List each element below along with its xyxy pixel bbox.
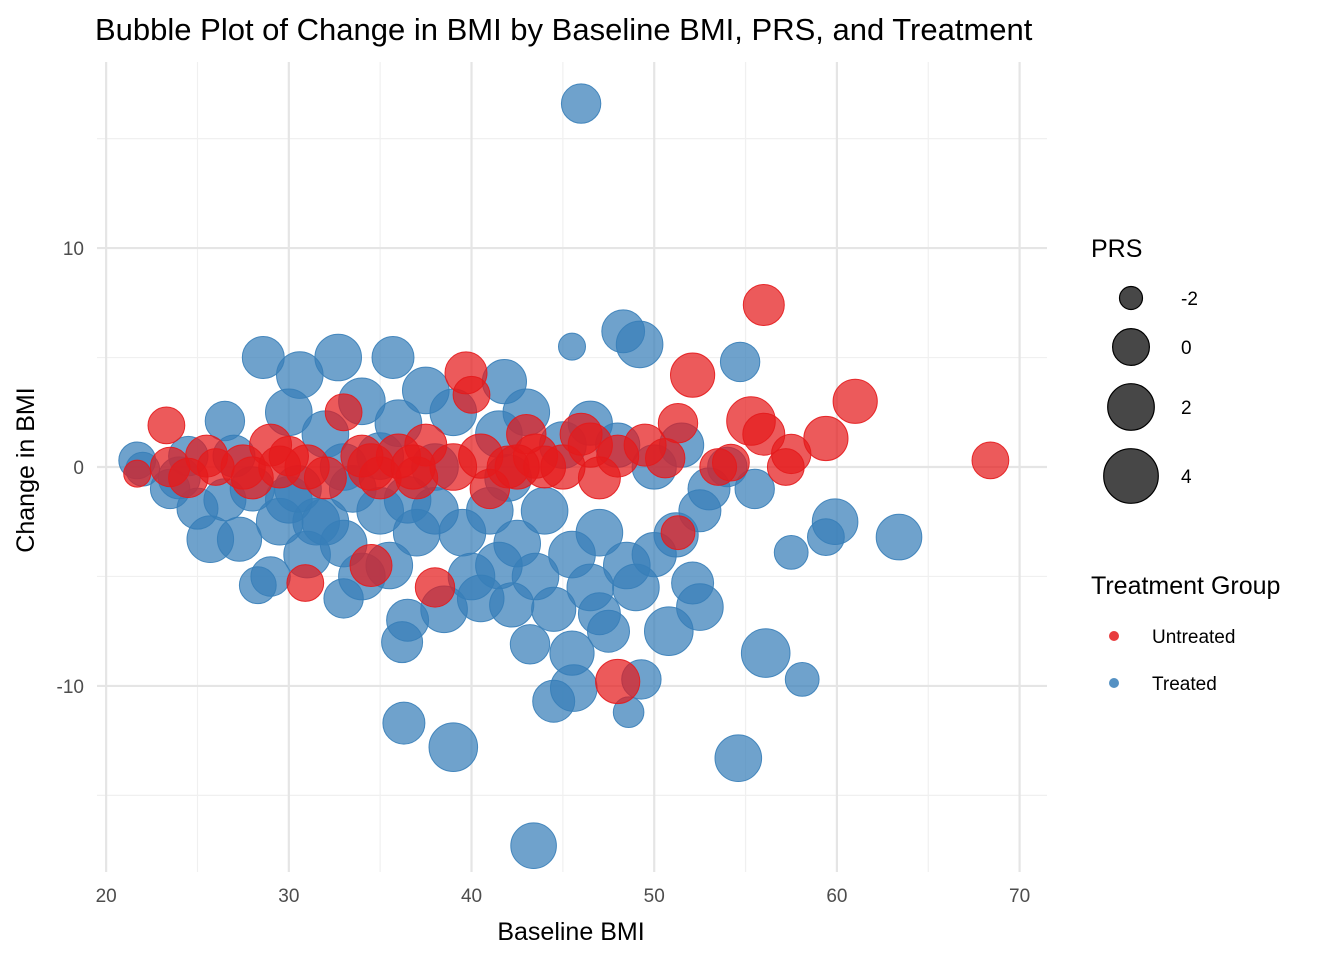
bubble-point [286, 564, 325, 602]
bubble-point [971, 441, 1010, 480]
bubble-point [390, 444, 436, 490]
bubble-point [559, 412, 603, 456]
bubble-point [204, 400, 246, 442]
bubble-point [168, 457, 209, 499]
y-tick-label: 0 [73, 458, 84, 479]
bubble-point [386, 598, 430, 642]
bubble-point [428, 722, 479, 773]
bubble-point [660, 515, 696, 551]
size-legend-key [1103, 448, 1159, 504]
bubble-point [766, 448, 805, 486]
y-tick-label: 10 [63, 239, 84, 260]
color-legend-label: Untreated [1152, 627, 1235, 648]
bubble-point [123, 459, 152, 488]
bubble-point [382, 701, 426, 745]
bubble-point [340, 434, 384, 478]
bubble-point [740, 628, 791, 678]
bubble-point [371, 336, 415, 379]
bubble-point [303, 456, 347, 500]
x-tick-label: 40 [461, 886, 482, 907]
color-legend-label: Treated [1152, 674, 1217, 695]
size-legend-title: PRS [1091, 235, 1142, 263]
bubble-point [575, 508, 624, 557]
x-tick-label: 70 [1009, 886, 1030, 907]
bubble-point [742, 284, 785, 326]
bubble-point [520, 487, 569, 535]
bubble-point [216, 516, 263, 562]
bubble-point [784, 662, 820, 697]
bubble-point [392, 508, 441, 557]
bubble-point [699, 448, 738, 486]
x-tick-label: 50 [644, 886, 665, 907]
size-legend-label: 4 [1181, 467, 1192, 488]
points-layer [118, 83, 1010, 870]
bubble-point [671, 561, 715, 605]
color-legend-key [1109, 631, 1119, 641]
size-legend-label: 0 [1181, 338, 1192, 359]
bubble-point [566, 563, 615, 612]
bubble-point [623, 423, 667, 467]
bubble-point [734, 468, 775, 510]
series-untreated [123, 284, 1010, 705]
bubble-point [238, 566, 277, 605]
bubble-point [509, 624, 551, 665]
x-tick-label: 30 [278, 886, 299, 907]
x-tick-label: 20 [96, 886, 117, 907]
x-tick-label: 60 [826, 886, 847, 907]
bubble-point [258, 445, 302, 489]
tick-label-layer: 20 30 40 50 60 70 -10 0 10 [57, 239, 1031, 907]
bubble-point [875, 513, 923, 561]
size-legend-key [1118, 285, 1144, 311]
bubble-point [558, 332, 586, 361]
bubble-point [714, 734, 763, 783]
bubble-point [587, 609, 630, 653]
bubble-point [670, 352, 716, 398]
bubble-point [577, 456, 621, 500]
bubble-point [147, 406, 186, 445]
size-legend-key [1111, 328, 1150, 367]
bubble-point [324, 393, 363, 432]
bubble-point [719, 341, 761, 383]
bubble-point [773, 535, 809, 570]
prs-size-legend: PRS -2 0 2 4 [1091, 235, 1198, 504]
bubble-point [832, 378, 878, 424]
bubble-point [595, 658, 641, 705]
bubble-point [414, 567, 456, 608]
bubble-point [456, 574, 505, 623]
bubble-point [349, 544, 393, 587]
size-legend-key [1107, 383, 1155, 431]
bubble-point [549, 630, 595, 676]
size-legend-label: -2 [1181, 289, 1198, 310]
y-axis-title: Change in BMI [12, 387, 40, 552]
bubble-point [494, 444, 540, 490]
bubble-point [510, 822, 557, 870]
color-legend-key [1109, 678, 1119, 688]
bubble-point [560, 83, 602, 124]
bubble-point [615, 320, 664, 369]
treatment-color-legend: Treatment Group Untreated Treated [1091, 572, 1280, 695]
bubble-point [807, 518, 845, 556]
y-tick-label: -10 [57, 677, 84, 698]
bubble-point [452, 375, 491, 414]
bubble-point [531, 586, 577, 632]
chart-title: Bubble Plot of Change in BMI by Baseline… [95, 12, 1033, 47]
color-legend-title: Treatment Group [1091, 572, 1280, 600]
size-legend-label: 2 [1181, 398, 1192, 419]
x-axis-title: Baseline BMI [497, 918, 644, 946]
